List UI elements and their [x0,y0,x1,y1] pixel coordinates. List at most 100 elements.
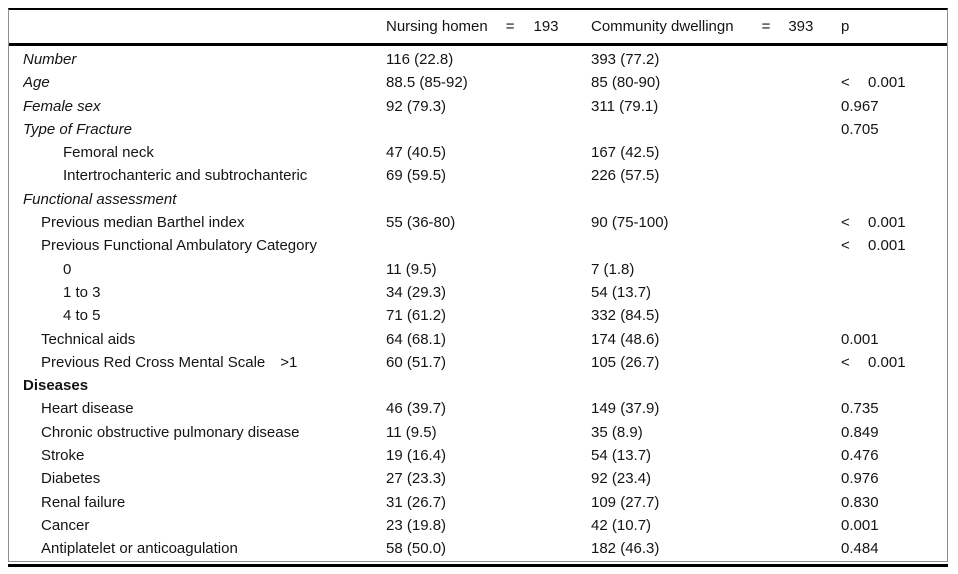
header-nursing-home-name: Nursing homen [386,18,488,35]
community-dwelling-value: 7 (1.8) [591,260,635,278]
nursing-home-value: 34 (29.3) [386,283,447,301]
nursing-home-value [386,118,591,141]
p-value: 0.976 [841,470,879,488]
row-label-cell: Femoral neck [23,141,386,164]
row-label-cell: Diseases [23,374,386,397]
patient-characteristics-table: Nursing homen = 193 Community dwellingn = 39… [8,8,948,562]
row-label-cell: Intertrochanteric and subtrochanteric [23,164,386,187]
community-dwelling-value: 105 (26.7) [591,353,660,371]
p-value: 0.705 [841,120,879,138]
row-label-text: Cancer [41,516,90,534]
row-label-cell: Technical aids [23,328,386,351]
table-row: 1 to 3 34 (29.3) 54 (13.7) [23,281,947,304]
table-row: Number 116 (22.8) 393 (77.2) [23,48,947,71]
nursing-home-value: 27 (23.3) [386,470,447,488]
row-label-text: Heart disease [41,400,134,418]
row-label-text: 0 [63,260,72,278]
header-label-cell [23,17,386,36]
p-cell [841,188,947,211]
community-dwelling-value: 393 (77.2) [591,51,660,68]
p-less-than: < [841,237,850,255]
row-label-text: Intertrochanteric and subtrochanteric [63,167,308,185]
p-cell: 0.476 [841,444,947,467]
p-value: 0.967 [841,97,879,115]
table-row: Technical aids 64 (68.1) 174 (48.6) 0.00… [23,328,947,351]
p-value: 0.476 [841,447,879,465]
p-cell: <0.001 [841,234,947,257]
table-row: Femoral neck 47 (40.5) 167 (42.5) [23,141,947,164]
row-label-cell: Antiplatelet or anticoagulation [23,537,386,560]
row-label-cell: Renal failure [23,491,386,514]
nursing-home-value: 23 (19.8) [386,516,447,534]
row-label-text: Previous median Barthel index [41,214,245,232]
table-row: Heart disease 46 (39.7) 149 (37.9) 0.735 [23,397,947,420]
community-dwelling-value: 149 (37.9) [591,400,660,418]
p-cell: 0.849 [841,421,947,444]
p-cell: 0.967 [841,95,947,118]
header-community-dwelling-name: Community dwellingn [591,18,734,35]
community-dwelling-value: 109 (27.7) [591,493,660,511]
table-row: Stroke 19 (16.4) 54 (13.7) 0.476 [23,444,947,467]
row-label-cell: Number [23,48,386,71]
p-cell: <0.001 [841,351,947,374]
community-dwelling-value: 226 (57.5) [591,167,660,185]
row-label-cell: 1 to 3 [23,281,386,304]
table-row: Cancer 23 (19.8) 42 (10.7) 0.001 [23,514,947,537]
row-label-cell: Heart disease [23,397,386,420]
row-label-text: Functional assessment [23,190,177,208]
community-dwelling-value [591,234,841,257]
nursing-home-value: 92 (79.3) [386,97,447,115]
p-value: 0.001 [841,516,879,534]
table-row: Female sex 92 (79.3) 311 (79.1) 0.967 [23,95,947,118]
community-dwelling-value: 182 (46.3) [591,540,660,558]
row-label-text: 4 to 5 [63,307,101,325]
community-dwelling-value: 85 (80-90) [591,74,661,92]
nursing-home-value: 58 (50.0) [386,540,447,558]
row-label-cell: Stroke [23,444,386,467]
row-label-text: Antiplatelet or anticoagulation [41,540,238,558]
row-label-cell: Previous Red Cross Mental Scale >1 [23,351,386,374]
row-label-text: Technical aids [41,330,136,348]
p-value: 0.484 [841,540,879,558]
table-row: Type of Fracture 0.705 [23,118,947,141]
nursing-home-value [386,188,591,211]
p-cell [841,304,947,327]
p-cell [841,164,947,187]
p-cell [841,281,947,304]
row-label-text: Diabetes [41,470,101,488]
header-community-dwelling-count: 393 [788,18,814,35]
header-nursing-home-cell: Nursing homen = 193 [386,17,591,36]
p-cell [841,141,947,164]
row-label-text: Chronic obstructive pulmonary disease [41,423,300,441]
p-cell: 0.484 [841,537,947,560]
row-label-cell: Female sex [23,95,386,118]
table-row: Diseases [23,374,947,397]
row-label-cell: Previous median Barthel index [23,211,386,234]
p-value: 0.001 [841,330,879,348]
community-dwelling-value [591,118,841,141]
p-cell: 0.001 [841,328,947,351]
community-dwelling-value [591,188,841,211]
row-label-cell: Type of Fracture [23,118,386,141]
row-label-cell: Previous Functional Ambulatory Category [23,234,386,257]
table-row: 0 11 (9.5) 7 (1.8) [23,258,947,281]
table-row: 4 to 5 71 (61.2) 332 (84.5) [23,304,947,327]
nursing-home-value [386,234,591,257]
p-cell [841,48,947,71]
row-label-text: Age [23,74,50,92]
community-dwelling-value: 35 (8.9) [591,423,643,441]
row-label-text: Number [23,51,77,68]
table-row: Previous median Barthel index 55 (36-80)… [23,211,947,234]
nursing-home-value: 71 (61.2) [386,307,447,325]
row-label-text: Diseases [23,377,89,395]
table-bottom-rule [8,564,948,567]
p-value: 0.849 [841,423,879,441]
p-value: 0.001 [868,214,906,232]
row-label-text: Previous Red Cross Mental Scale [41,353,266,371]
row-label-cell: Functional assessment [23,188,386,211]
nursing-home-value [386,374,591,397]
row-label-cell: Cancer [23,514,386,537]
nursing-home-value: 116 (22.8) [386,51,454,68]
community-dwelling-value: 92 (23.4) [591,470,652,488]
